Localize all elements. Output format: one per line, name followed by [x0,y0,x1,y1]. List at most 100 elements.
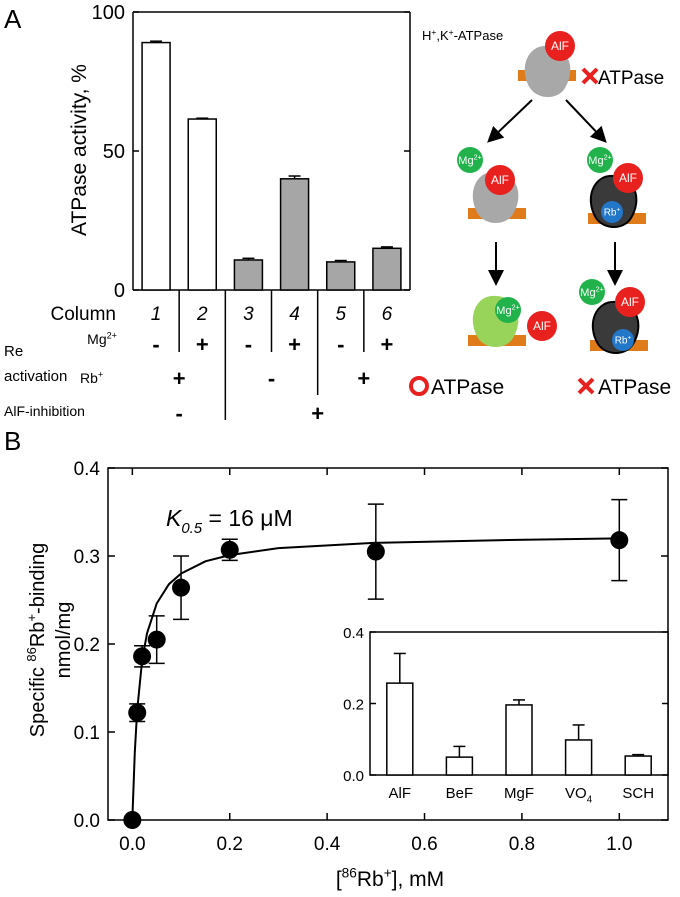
fit-curve [131,537,620,821]
text-part: 4 [587,795,593,806]
text-part: + [617,207,621,214]
row-group-label: activation [4,368,67,385]
condition-sign: - [245,332,252,357]
condition-sign: + [357,366,370,391]
data-point [172,578,191,597]
text-part: + [24,614,39,622]
text-part: Mg [87,331,106,347]
bar [279,178,310,291]
text-part: Mg [496,305,511,317]
x-tick-label: MgF [504,785,534,802]
text-part: 2+ [604,153,612,161]
bar [326,261,356,291]
text-part: 2+ [512,303,520,311]
x-tick-label: SCH [622,785,654,802]
x-tick-label: 3 [243,304,254,325]
x-tick-label: 4 [289,304,300,325]
text-part: -binding [27,543,49,614]
data-point [123,811,142,829]
y-tick-label: 0 [114,280,125,302]
ligand-label: Rb+ [615,335,632,347]
text-part: Mg [458,155,473,167]
condition-sign: - [176,401,183,426]
text-part: Rb [80,370,98,386]
x-tick-label: BeF [446,785,474,802]
text-part: + [431,27,436,37]
row-label: AlF-inhibition [4,403,85,419]
ligand [485,165,515,195]
data-point [133,647,152,666]
text-part: + [384,866,392,881]
text-part: Mg [580,287,595,299]
column-header: Column [51,304,116,325]
bar [233,259,264,291]
activity-label: ATPase [598,68,664,89]
cross [577,377,595,395]
ligand [457,147,483,173]
text-part: 2+ [107,330,117,340]
bar [141,41,171,291]
condition-sign: + [288,332,301,357]
x-tick-label: 1 [151,304,162,325]
x-tick-label: 0.2 [217,834,243,855]
bar [445,756,474,776]
x-tick-label: AlF [389,785,412,802]
data-point [610,531,629,550]
panel-label: A [4,4,22,34]
y-tick-label: 0.4 [74,459,101,480]
bar [372,247,402,291]
ligand [613,163,643,193]
text-part: 86 [24,647,39,661]
row-label: Rb+ [80,369,103,386]
y-tick-label: 0.3 [74,547,100,568]
diagram-label: H+,K+-ATPase [422,27,503,43]
annotation: K0.5 = 16 μM [166,505,293,537]
condition-sign: + [173,366,186,391]
condition-sign: - [268,366,275,391]
x-tick-label: 5 [335,304,346,325]
panel-label: B [4,426,21,456]
text-part: 2+ [596,285,604,293]
condition-sign: + [196,332,209,357]
text-part: [ [336,868,342,891]
ligand [587,147,613,173]
y-axis-label: Specific 86Rb+-binding [24,543,49,737]
active-mark [409,376,429,396]
bar [505,704,533,776]
x-tick-label: 0.0 [119,834,145,855]
ligand-label: Mg2+ [458,153,481,166]
x-tick-label: 1.0 [606,834,632,855]
y-tick-label: 50 [103,141,125,163]
ligand [579,279,605,305]
condition-sign: - [152,332,159,357]
activity-label: ATPase [598,376,671,399]
bar [386,682,414,776]
arrow [487,99,533,143]
x-tick-label: 0.8 [509,834,535,855]
y-tick-label: 0.4 [343,625,364,642]
y-tick-label: 0.2 [343,697,364,714]
bar [564,739,593,776]
x-axis-label: [86Rb+], mM [336,866,444,891]
data-point [366,542,385,561]
text-part: Specific [27,662,49,738]
text-part: K [166,505,183,531]
ligand-label: AlF [551,39,569,53]
condition-sign: - [337,332,344,357]
bar [624,755,652,776]
text-part: 2+ [474,153,482,161]
ligand-label: Mg2+ [496,303,519,316]
y-tick-label: 0.2 [74,635,100,656]
text-part: H [422,28,431,43]
y-tick-label: 0.0 [343,768,364,785]
text-part: Mg [588,155,603,167]
text-part: + [449,27,454,37]
text-part: Rb [27,622,49,648]
text-part: VO [565,785,587,802]
ligand [495,297,521,323]
x-tick-label: 6 [382,304,393,325]
y-tick-label: 0.0 [74,811,100,832]
x-tick-label: 0.6 [411,834,437,855]
text-part: Rb [357,868,384,891]
